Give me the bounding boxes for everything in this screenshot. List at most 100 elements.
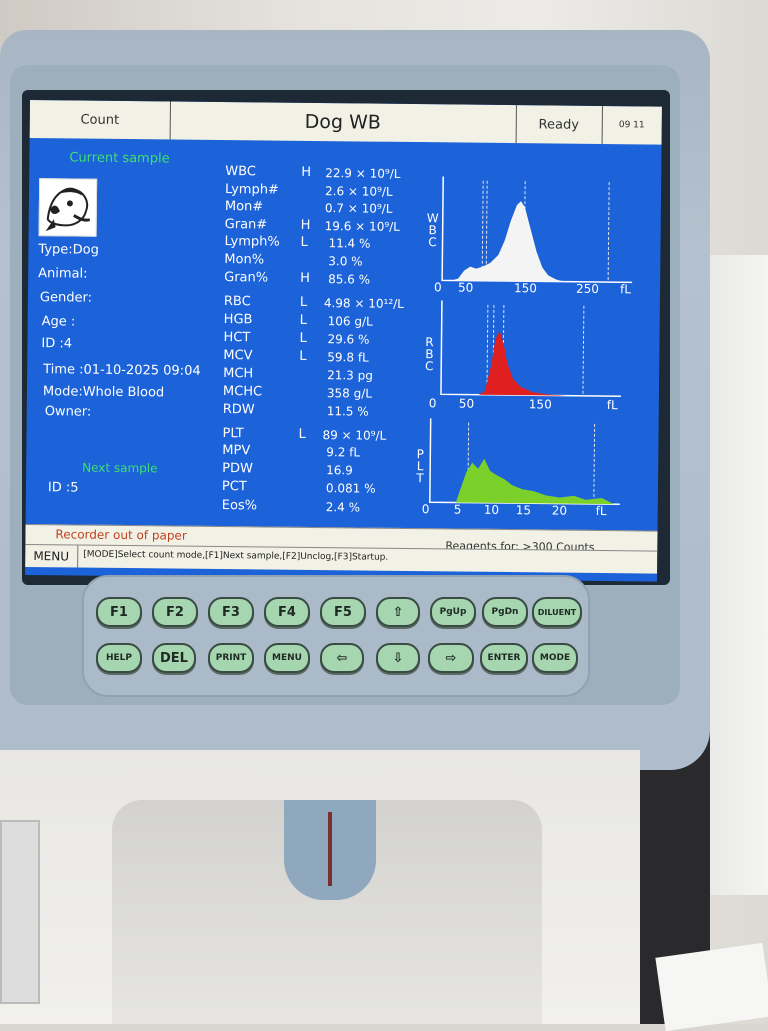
gender-field: Gender: bbox=[39, 290, 93, 306]
hist-tick-label: fL bbox=[595, 503, 607, 519]
count-tab[interactable]: Count bbox=[29, 100, 171, 140]
hist-tick-label: 5 bbox=[453, 502, 462, 517]
param-name-rbc: RBC bbox=[223, 294, 251, 310]
param-value: 29.6 % bbox=[327, 332, 370, 347]
key-top-6[interactable]: PgUp bbox=[430, 597, 476, 627]
param-flag: H bbox=[300, 217, 311, 233]
param-name-wbc: WBC bbox=[225, 164, 256, 180]
param-flag: H bbox=[301, 164, 312, 180]
hist-marker-line bbox=[485, 180, 488, 281]
hist-tick-label: 50 bbox=[457, 280, 474, 295]
sample-mode: Mode:Whole Blood bbox=[42, 384, 165, 401]
param-name-pct: PCT bbox=[221, 479, 247, 495]
param-value: 4.98 × 10¹²/L bbox=[323, 296, 404, 311]
key-bottom-6[interactable]: ⇨ bbox=[428, 643, 474, 673]
hist-tick-label: fL bbox=[619, 282, 632, 297]
param-name-pdw: PDW bbox=[222, 461, 253, 477]
param-name-mon-count: Mon# bbox=[224, 199, 264, 215]
param-value: 2.4 % bbox=[325, 500, 361, 515]
animal-field: Animal: bbox=[38, 266, 88, 282]
param-name-lymph-pct: Lymph% bbox=[224, 234, 280, 250]
hist-tick-label: 10 bbox=[483, 502, 500, 517]
param-value: 59.8 fL bbox=[327, 350, 369, 365]
key-top-8[interactable]: DILUENT bbox=[532, 597, 582, 627]
status-indicator: Ready bbox=[515, 105, 603, 144]
wbc-histogram bbox=[441, 176, 633, 284]
key-bottom-3[interactable]: MENU bbox=[264, 643, 310, 673]
param-name-mch: MCH bbox=[223, 366, 254, 382]
param-value: 11.5 % bbox=[326, 404, 369, 419]
hist-curve bbox=[452, 201, 565, 282]
param-name-plt: PLT bbox=[222, 426, 244, 442]
rbc-histogram bbox=[440, 300, 621, 397]
key-top-2[interactable]: F3 bbox=[208, 597, 254, 627]
key-bottom-0[interactable]: HELP bbox=[96, 643, 142, 673]
menu-label[interactable]: MENU bbox=[25, 544, 79, 568]
param-value: 3.0 % bbox=[328, 254, 363, 269]
param-value: 16.9 bbox=[326, 463, 353, 478]
paper-sheet bbox=[655, 942, 768, 1031]
hist-tick-label: 0 bbox=[421, 502, 430, 517]
param-value: 89 × 10⁹/L bbox=[322, 428, 387, 443]
key-top-0[interactable]: F1 bbox=[96, 597, 142, 627]
key-bottom-4[interactable]: ⇦ bbox=[320, 643, 364, 673]
side-slot bbox=[0, 820, 40, 1004]
clock: 09 11 bbox=[618, 120, 645, 131]
hist-marker-line bbox=[481, 180, 484, 281]
param-flag: L bbox=[300, 234, 308, 250]
hist-tick-label: 0 bbox=[433, 280, 442, 295]
param-flag: H bbox=[300, 270, 311, 286]
param-flag: L bbox=[299, 330, 307, 346]
owner-field: Owner: bbox=[44, 404, 92, 420]
age-field: Age : bbox=[41, 314, 76, 330]
key-bottom-5[interactable]: ⇩ bbox=[376, 643, 420, 673]
key-bottom-8[interactable]: MODE bbox=[532, 643, 578, 673]
sample-time: Time :01-10-2025 09:04 bbox=[43, 362, 201, 379]
hist-axis bbox=[441, 176, 633, 284]
hist-curve bbox=[455, 458, 614, 505]
key-top-5[interactable]: ⇧ bbox=[376, 597, 420, 627]
next-sample-label: Next sample bbox=[82, 460, 158, 476]
hist-curve bbox=[478, 330, 567, 396]
param-value: 2.6 × 10⁹/L bbox=[324, 184, 393, 199]
param-value: 85.6 % bbox=[328, 272, 371, 287]
param-value: 21.3 pg bbox=[327, 368, 373, 383]
key-top-7[interactable]: PgDn bbox=[482, 597, 528, 627]
lcd-screen: Count Dog WB Ready 09 11 Current sample … bbox=[25, 100, 662, 582]
key-bottom-1[interactable]: DEL bbox=[152, 643, 196, 673]
page-title: Dog WB bbox=[169, 101, 517, 144]
hist-tick-label: 15 bbox=[515, 503, 532, 518]
menu-help-text: [MODE]Select count mode,[F1]Next sample,… bbox=[83, 549, 389, 563]
sample-probe bbox=[328, 812, 332, 886]
param-name-gran-count: Gran# bbox=[224, 217, 268, 233]
hist-marker-line bbox=[593, 423, 596, 504]
current-sample-label: Current sample bbox=[69, 150, 170, 167]
param-value: 0.7 × 10⁹/L bbox=[324, 201, 393, 216]
hist-tick-label: 250 bbox=[575, 281, 600, 296]
param-name-eos-pct: Eos% bbox=[221, 498, 258, 514]
sample-id: ID :4 bbox=[41, 336, 73, 352]
hist-marker-line bbox=[486, 304, 489, 395]
key-top-1[interactable]: F2 bbox=[152, 597, 198, 627]
param-value: 22.9 × 10⁹/L bbox=[325, 166, 401, 181]
key-top-4[interactable]: F5 bbox=[320, 597, 366, 627]
param-value: 19.6 × 10⁹/L bbox=[324, 219, 400, 234]
key-bottom-7[interactable]: ENTER bbox=[480, 643, 528, 673]
hist-tick-label: 0 bbox=[428, 396, 437, 411]
key-top-3[interactable]: F4 bbox=[264, 597, 310, 627]
param-value: 0.081 % bbox=[325, 481, 376, 496]
param-name-mpv: MPV bbox=[222, 443, 251, 459]
printer-status: Recorder out of paper bbox=[55, 527, 187, 543]
key-bottom-2[interactable]: PRINT bbox=[208, 643, 254, 673]
param-flag: L bbox=[299, 348, 307, 364]
plt-histogram bbox=[429, 418, 620, 505]
hist-tick-label: 50 bbox=[458, 396, 475, 411]
param-name-rdw: RDW bbox=[222, 402, 255, 418]
param-name-lymph-count: Lymph# bbox=[224, 182, 279, 198]
header-bar: Count Dog WB Ready 09 11 bbox=[29, 100, 662, 145]
param-flag: L bbox=[299, 312, 308, 328]
hist-tick-label: 20 bbox=[551, 503, 568, 518]
param-value: 11.4 % bbox=[328, 236, 371, 251]
adjacent-device bbox=[700, 255, 768, 895]
